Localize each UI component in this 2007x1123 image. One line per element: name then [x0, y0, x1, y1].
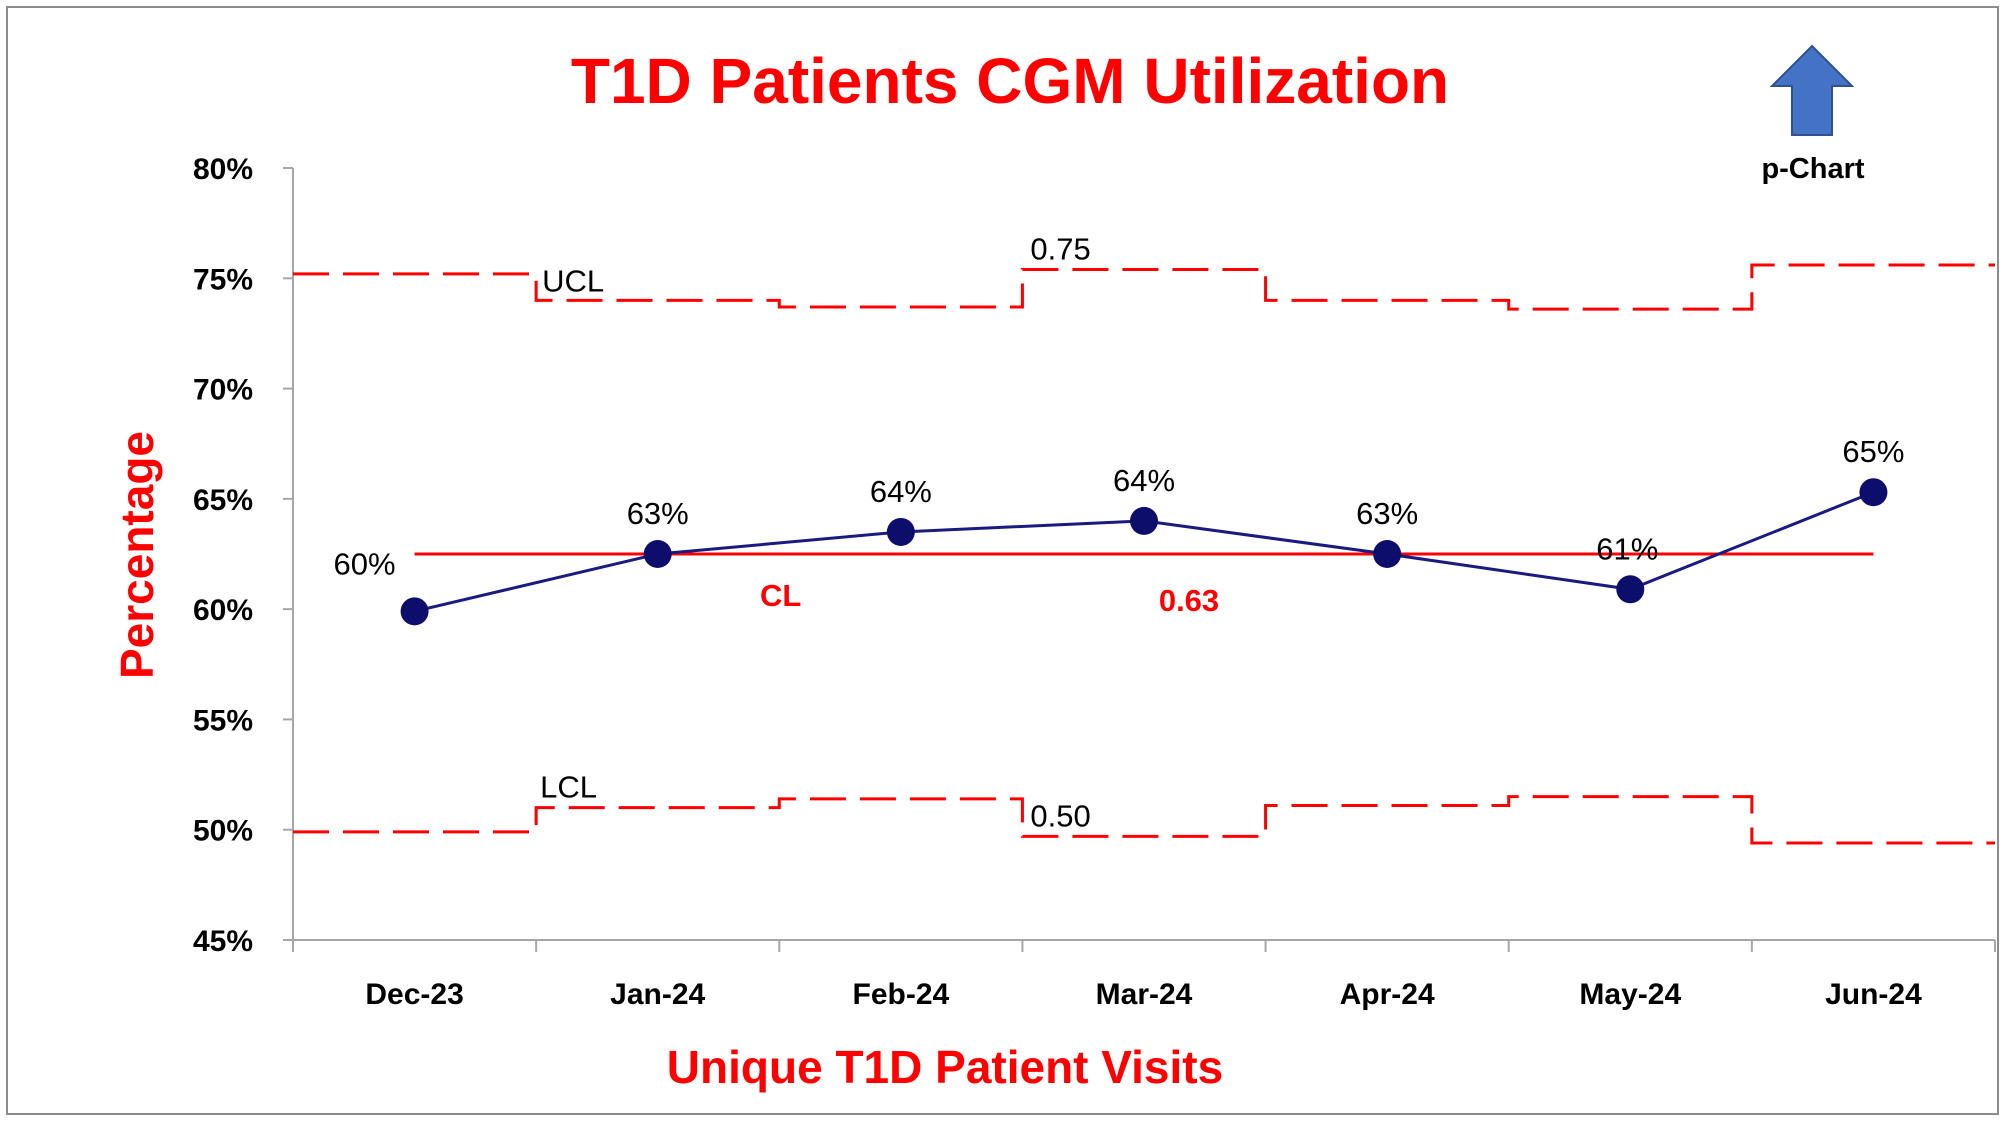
- cl-value-label: 0.63: [1159, 583, 1219, 618]
- data-label: 65%: [1842, 434, 1904, 469]
- x-tick-label: May-24: [1579, 978, 1681, 1011]
- y-tick-label: 55%: [193, 704, 253, 737]
- y-tick-label: 50%: [193, 815, 253, 848]
- y-tick-label: 70%: [193, 374, 253, 407]
- x-tick-label: Jan-24: [610, 978, 705, 1011]
- y-tick-label: 80%: [193, 153, 253, 186]
- lcl-label: LCL: [540, 770, 597, 805]
- y-tick-label: 65%: [193, 484, 253, 517]
- y-tick-label: 75%: [193, 263, 253, 296]
- data-label: 61%: [1596, 531, 1658, 566]
- y-tick-label: 60%: [193, 594, 253, 627]
- cl-label: CL: [760, 578, 801, 613]
- chart-title: T1D Patients CGM Utilization: [571, 45, 1449, 117]
- data-point: [1859, 478, 1888, 507]
- data-point: [1373, 540, 1402, 568]
- axes: 45% 50% 55% 60% 65% 70% 75% 80% Dec-23 Jan-24 Feb-…: [193, 153, 1996, 1011]
- data-label: 63%: [1356, 496, 1418, 531]
- lcl-line: [293, 795, 1995, 845]
- data-label: 60%: [334, 546, 396, 581]
- up-arrow-icon: [1769, 44, 1855, 136]
- ucl-label: UCL: [542, 263, 604, 298]
- ucl-value-label: 0.75: [1030, 231, 1090, 266]
- data-point: [400, 597, 429, 626]
- x-axis-title: Unique T1D Patient Visits: [667, 1041, 1223, 1093]
- y-axis-title: Percentage: [111, 431, 163, 679]
- p-chart-badge: p-Chart: [1761, 44, 1865, 185]
- p-chart-label: p-Chart: [1761, 153, 1864, 185]
- data-point: [1616, 575, 1645, 604]
- x-tick-label: Feb-24: [853, 978, 950, 1011]
- data-series: [400, 478, 1888, 626]
- y-tick-label: 45%: [193, 925, 253, 958]
- chart-labels: 60% 63% 64% 64% 63% 61% 65% UCL 0.75 LCL 0.50 CL 0.6…: [334, 231, 1905, 833]
- chart-frame: [6, 6, 1999, 1115]
- data-point: [1130, 506, 1158, 535]
- lcl-value-label: 0.50: [1030, 798, 1090, 833]
- data-point: [886, 517, 915, 546]
- x-tick-label: Apr-24: [1340, 978, 1435, 1011]
- data-label: 64%: [870, 474, 932, 509]
- control-limits: [293, 263, 1995, 845]
- x-tick-label: Jun-24: [1825, 978, 1922, 1011]
- ucl-line: [293, 263, 1995, 311]
- x-tick-label: Dec-23: [365, 978, 463, 1011]
- data-label: 64%: [1113, 463, 1175, 498]
- x-tick-label: Mar-24: [1096, 978, 1193, 1011]
- data-point: [643, 540, 672, 568]
- data-label: 63%: [627, 496, 689, 531]
